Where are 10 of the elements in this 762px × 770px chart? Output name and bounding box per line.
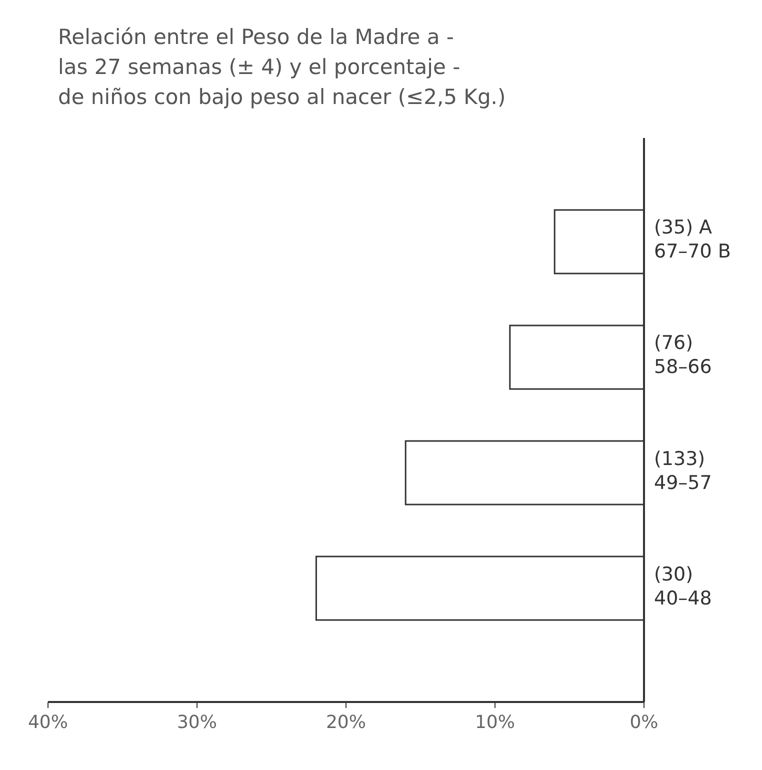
y-tick-label: (35) A 67–70 B [654, 216, 731, 263]
y-tick-label: (76) 58–66 [654, 332, 712, 378]
x-tick-label: 40% [28, 712, 68, 733]
x-tick-label: 30% [176, 712, 218, 733]
x-tick-label: 0% [630, 712, 658, 733]
x-tick-label: 10% [474, 712, 516, 733]
chart-title: Relación entre el Peso de la Madre a - las 27 semanas (± 4) y el porcentaje - de niños con bajo peso al nacer (≤2,5 Kg.) [58, 25, 506, 109]
y-tick-label: (133) 49–57 [654, 448, 712, 494]
x-tick-label: 20% [326, 712, 366, 733]
y-tick-label: (30) 40–48 [654, 563, 712, 610]
